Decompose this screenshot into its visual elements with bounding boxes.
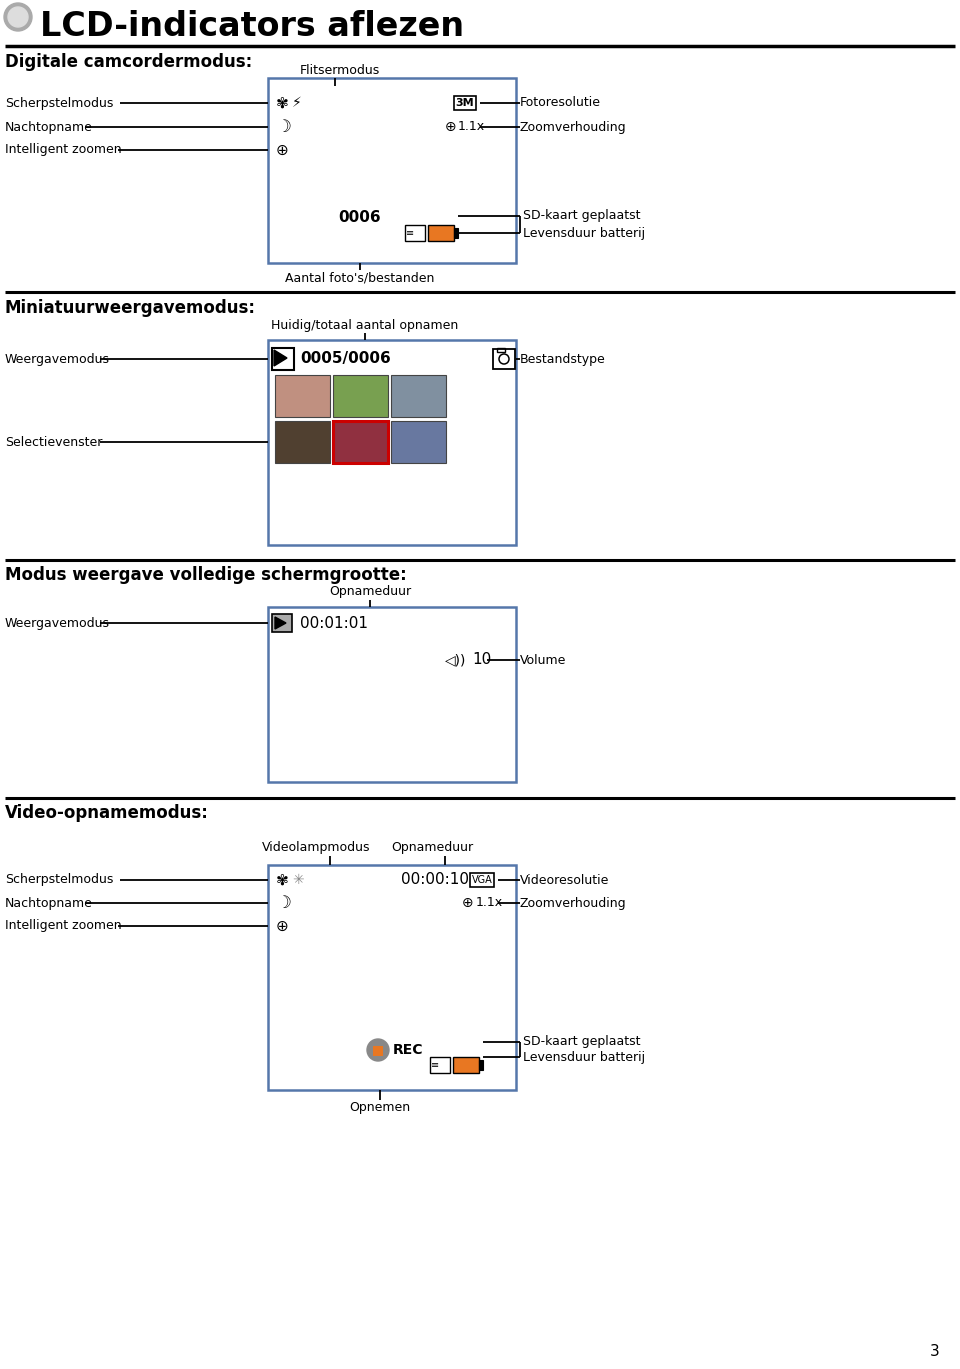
Text: REC: REC	[393, 1043, 423, 1057]
Text: Bestandstype: Bestandstype	[520, 352, 606, 366]
Text: ◁)): ◁))	[445, 653, 467, 667]
Bar	[405, 225, 425, 241]
Text: Opnameduur: Opnameduur	[329, 586, 411, 598]
Text: 00:01:01: 00:01:01	[300, 616, 368, 631]
Text: VGA: VGA	[471, 875, 492, 884]
Text: Zoomverhouding: Zoomverhouding	[520, 120, 627, 134]
Text: 1.1x: 1.1x	[476, 897, 503, 909]
Text: 1.1x: 1.1x	[458, 120, 485, 134]
Bar	[333, 422, 388, 463]
Text: Modus weergave volledige schermgrootte:: Modus weergave volledige schermgrootte:	[5, 565, 407, 585]
Circle shape	[8, 7, 28, 27]
Text: ✾: ✾	[276, 96, 289, 111]
Text: SD-kaart geplaatst: SD-kaart geplaatst	[523, 209, 640, 223]
Text: ⊕: ⊕	[276, 919, 289, 934]
Bar	[430, 1057, 450, 1073]
Bar	[428, 225, 454, 241]
Text: Huidig/totaal aantal opnamen: Huidig/totaal aantal opnamen	[272, 319, 459, 331]
Text: Weergavemodus: Weergavemodus	[5, 352, 110, 366]
Bar	[373, 1046, 383, 1055]
Text: Flitsermodus: Flitsermodus	[300, 63, 380, 77]
Text: LCD-indicators aflezen: LCD-indicators aflezen	[40, 11, 464, 44]
Bar	[268, 340, 516, 545]
Text: Levensduur batterij: Levensduur batterij	[523, 226, 645, 240]
Bar	[275, 422, 330, 463]
Bar	[333, 422, 388, 463]
Text: ⊕: ⊕	[462, 895, 473, 910]
Text: Video-opnamemodus:: Video-opnamemodus:	[5, 804, 209, 821]
Bar	[391, 422, 446, 463]
Text: ✳: ✳	[292, 873, 303, 887]
Text: Opnemen: Opnemen	[349, 1101, 411, 1113]
Bar	[454, 229, 458, 238]
Text: Videolampmodus: Videolampmodus	[262, 842, 371, 854]
Text: Intelligent zoomen: Intelligent zoomen	[5, 144, 122, 156]
Text: 10: 10	[472, 653, 492, 668]
Circle shape	[367, 1039, 389, 1061]
Bar	[268, 865, 516, 1090]
Text: Selectievenster: Selectievenster	[5, 435, 103, 449]
Bar	[391, 375, 446, 418]
Text: Nachtopname: Nachtopname	[5, 897, 93, 909]
Text: Levensduur batterij: Levensduur batterij	[523, 1050, 645, 1064]
Text: Scherpstelmodus: Scherpstelmodus	[5, 873, 113, 887]
Bar	[268, 606, 516, 782]
Circle shape	[4, 3, 32, 31]
Text: Scherpstelmodus: Scherpstelmodus	[5, 96, 113, 110]
Text: 0006: 0006	[339, 211, 381, 226]
Text: 3M: 3M	[456, 99, 474, 108]
Text: ≡: ≡	[431, 1060, 439, 1071]
Bar	[493, 349, 515, 370]
Bar	[333, 375, 388, 418]
Text: Opnameduur: Opnameduur	[391, 842, 473, 854]
Text: Nachtopname: Nachtopname	[5, 120, 93, 134]
Text: Intelligent zoomen: Intelligent zoomen	[5, 920, 122, 932]
Text: Miniatuurweergavemodus:: Miniatuurweergavemodus:	[5, 298, 256, 318]
Text: ✾: ✾	[276, 872, 289, 887]
Polygon shape	[275, 617, 286, 628]
Bar	[497, 348, 505, 352]
Text: 00:00:10: 00:00:10	[401, 872, 469, 887]
Bar	[479, 1060, 483, 1071]
Text: ⊕: ⊕	[445, 120, 457, 134]
Text: Videoresolutie: Videoresolutie	[520, 873, 610, 887]
Text: SD-kaart geplaatst: SD-kaart geplaatst	[523, 1035, 640, 1049]
Text: 0005/0006: 0005/0006	[300, 352, 391, 367]
Text: ☽: ☽	[276, 118, 291, 136]
Text: ≡: ≡	[406, 229, 414, 238]
Text: Digitale camcordermodus:: Digitale camcordermodus:	[5, 53, 252, 71]
Bar	[275, 375, 330, 418]
Text: 3: 3	[930, 1344, 940, 1359]
Bar	[272, 615, 292, 632]
Text: ☽: ☽	[276, 894, 291, 912]
Text: Zoomverhouding: Zoomverhouding	[520, 897, 627, 909]
Text: ⚡: ⚡	[292, 96, 301, 110]
Text: Volume: Volume	[520, 653, 566, 667]
Bar	[272, 348, 294, 370]
Text: Aantal foto's/bestanden: Aantal foto's/bestanden	[285, 271, 435, 285]
Text: Fotoresolutie: Fotoresolutie	[520, 96, 601, 110]
Polygon shape	[274, 350, 287, 366]
Bar	[453, 1057, 479, 1073]
Text: Weergavemodus: Weergavemodus	[5, 616, 110, 630]
Bar	[268, 78, 516, 263]
Text: ⊕: ⊕	[276, 142, 289, 157]
